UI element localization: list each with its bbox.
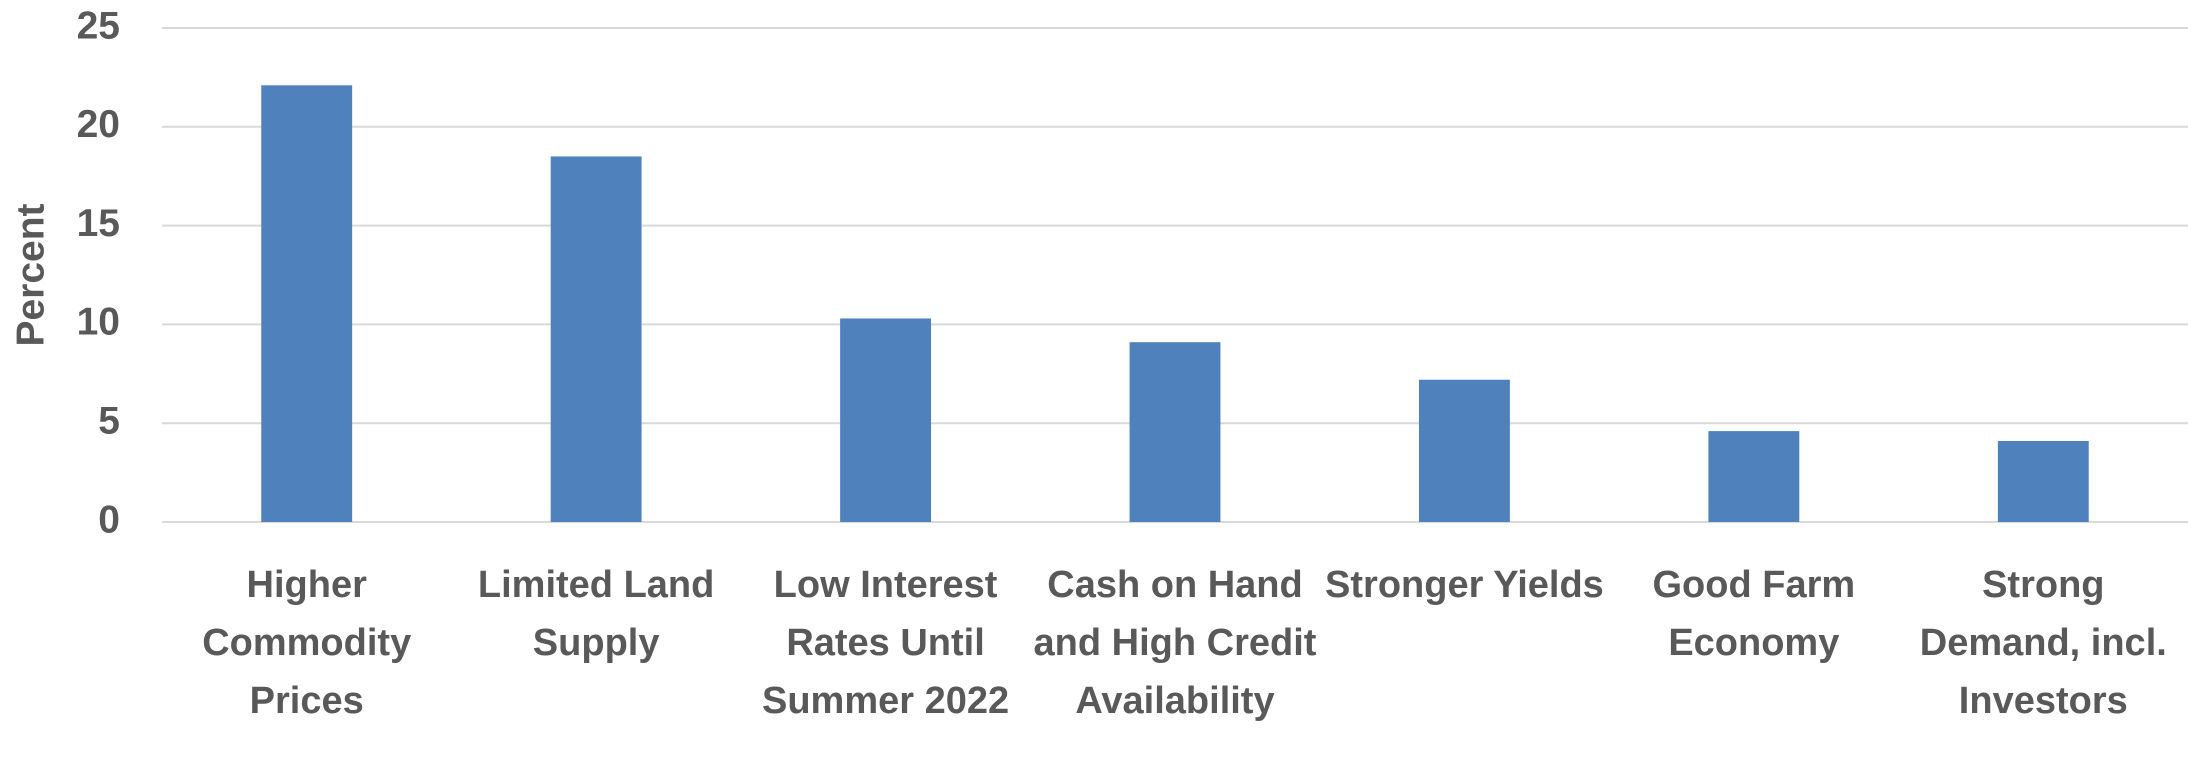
x-tick-label: Higher Commodity Prices [202, 564, 412, 722]
bar [1418, 379, 1510, 522]
x-tick-label: Cash on Hand and High Credit Availabilit… [1033, 564, 1317, 722]
bar [1997, 440, 2089, 522]
x-tick-label: Good Farm Economy [1652, 564, 1856, 664]
bar [840, 318, 932, 522]
bar [550, 156, 642, 522]
y-tick-label: 0 [98, 498, 120, 541]
bar [1708, 431, 1800, 522]
x-tick-label: Strong Demand, incl. Investors [1919, 564, 2167, 722]
y-tick-label: 25 [77, 4, 120, 47]
y-axis-label: Percent [9, 203, 52, 346]
x-tick-label: Low Interest Rates Until Summer 2022 [761, 564, 1010, 722]
bar [261, 85, 353, 522]
x-tick-label: Limited Land Supply [477, 564, 715, 664]
y-tick-label: 20 [77, 103, 120, 146]
x-tick-label: Stronger Yields [1325, 564, 1604, 606]
bar [1129, 342, 1221, 522]
y-tick-label: 5 [98, 399, 120, 442]
y-tick-label: 10 [77, 301, 120, 344]
y-tick-label: 15 [77, 202, 120, 245]
